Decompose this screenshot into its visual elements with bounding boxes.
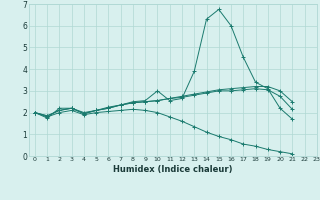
- X-axis label: Humidex (Indice chaleur): Humidex (Indice chaleur): [113, 165, 233, 174]
